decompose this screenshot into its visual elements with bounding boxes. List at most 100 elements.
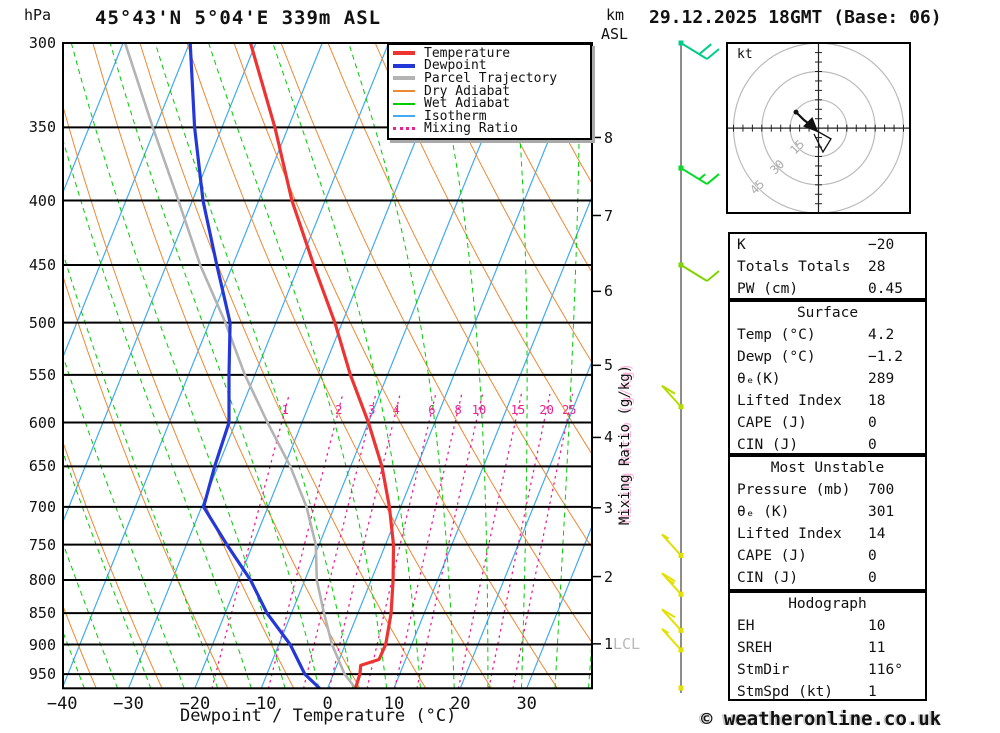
table-row: EH 10 — [730, 615, 925, 637]
dry-adiabat-line — [63, 274, 229, 689]
table-row-label: Lifted Index — [737, 393, 842, 409]
table-row-label: CAPE (J) — [737, 415, 807, 431]
km-tick-label: 6 — [604, 282, 614, 301]
table-row-value: 0 — [868, 415, 877, 431]
dry-adiabat-line — [139, 43, 427, 689]
dry-adiabat-line — [421, 43, 592, 364]
table-row-label: SREH — [737, 640, 772, 656]
km-tick-label: 8 — [604, 128, 614, 147]
legend-label: Dewpoint — [424, 58, 487, 74]
table-row-label: PW (cm) — [737, 281, 799, 297]
isotherm-line — [63, 43, 191, 359]
pressure-tick-label: 950 — [28, 665, 56, 684]
table-row-value: 1 — [868, 684, 877, 700]
isotherm-line — [63, 43, 323, 688]
legend-item: Mixing Ratio — [393, 121, 590, 136]
temperature-tick-label: −10 — [245, 694, 277, 714]
dry-adiabat-line — [468, 43, 592, 274]
hodograph-loop — [813, 130, 832, 154]
dry-adiabat-line — [374, 43, 592, 456]
table-row: StmDir 116° — [730, 659, 925, 681]
temperature-tick-label: −20 — [179, 694, 211, 714]
pressure-axis-unit: hPa — [24, 6, 52, 24]
km-tick-label: 3 — [604, 498, 614, 517]
table-row-value: −1.2 — [868, 349, 903, 365]
table-row: Temp (°C) 4.2 — [730, 324, 925, 346]
table-row: PW (cm) 0.45 — [730, 278, 925, 300]
pressure-tick-label: 900 — [28, 635, 56, 654]
legend-label: Dry Adiabat — [424, 83, 511, 99]
km-axis-ticks — [592, 136, 601, 645]
table-row-label: θₑ (K) — [737, 504, 790, 520]
legend-swatch-thick — [393, 76, 415, 81]
pressure-tick-label: 650 — [28, 457, 56, 476]
table-row-value: 0.45 — [868, 281, 903, 297]
legend-item: Isotherm — [393, 109, 590, 124]
pressure-tick-label: 300 — [28, 34, 56, 52]
copyright-watermark: © weatheronline.co.uk — [701, 708, 942, 730]
wind-barb — [661, 533, 684, 559]
wind-barb — [661, 608, 684, 633]
legend-swatch-thick — [393, 51, 415, 56]
table-row-label: Pressure (mb) — [737, 482, 851, 498]
pressure-tick-label: 450 — [28, 256, 56, 274]
table-row-label: θₑ(K) — [737, 371, 781, 387]
dry-adiabat-line — [63, 440, 163, 689]
temperature-tick-label: −40 — [46, 694, 78, 714]
table-row-label: Totals Totals — [737, 259, 851, 275]
pressure-tick-label: 600 — [28, 413, 56, 432]
table-row-value: 0 — [868, 548, 877, 564]
dry-adiabat-line — [186, 43, 492, 689]
table-row-label: K — [737, 237, 746, 253]
altitude-axis-unit-km: km — [606, 6, 625, 24]
wet-adiabat-line — [63, 138, 252, 689]
table-row: Dewp (°C) −1.2 — [730, 346, 925, 368]
pressure-tick-label: 850 — [28, 604, 56, 623]
table-row: CAPE (J) 0 — [730, 412, 925, 434]
dewpoint-curve — [188, 43, 321, 689]
table-row-value: 28 — [868, 259, 886, 275]
isotherm-line — [63, 43, 124, 194]
chart-legend: Temperature Dewpoint Parcel Trajectory Dry … — [387, 43, 592, 140]
dry-adiabat-line — [280, 43, 592, 644]
indices-table: Surface Temp (°C) 4.2 Dewp (°C) −1.2 θₑ(K) 289… — [728, 300, 927, 455]
pressure-tick-label: 500 — [28, 313, 56, 332]
table-row: Totals Totals 28 — [730, 256, 925, 278]
indices-table: Hodograph EH 10 SREH 11 StmDir 116° StmSpd (kt)… — [728, 591, 927, 701]
table-row-value: 0 — [868, 570, 877, 586]
dry-adiabat-line — [63, 104, 295, 689]
temperature-tick-label: 10 — [383, 694, 405, 714]
dry-adiabat-line — [327, 43, 592, 549]
table-row: CAPE (J) 0 — [730, 545, 925, 567]
wet-adiabat-line — [348, 43, 455, 689]
parcel-trajectory-curve — [123, 43, 357, 689]
wind-barb — [678, 685, 684, 691]
table-row: SREH 11 — [730, 637, 925, 659]
table-row-value: 301 — [868, 504, 895, 520]
table-row-value: 4.2 — [868, 327, 895, 343]
mixing-ratio-line — [457, 393, 522, 689]
wind-barb-column — [661, 40, 720, 693]
hodograph-unit-label: kt — [737, 47, 753, 62]
legend-item: Parcel Trajectory — [393, 71, 590, 86]
wind-barb — [661, 572, 684, 597]
dry-adiabat-line — [0, 43, 30, 688]
pressure-tick-label: 700 — [28, 497, 56, 516]
station-title: 45°43'N 5°04'E 339m ASL — [95, 7, 382, 29]
table-title: Most Unstable — [770, 460, 885, 476]
table-row: CIN (J) 0 — [730, 567, 925, 589]
lcl-marker-label: LCL — [613, 634, 641, 653]
indices-table: Most Unstable Pressure (mb) 700 θₑ (K) 301 Li… — [728, 455, 927, 591]
hodograph-frame — [726, 42, 911, 214]
mixing-ratio-line — [512, 393, 574, 689]
table-title: Hodograph — [788, 596, 867, 612]
table-row: θₑ(K) 289 — [730, 368, 925, 390]
table-row-label: Lifted Index — [737, 526, 842, 542]
temperature-curve — [248, 43, 396, 689]
wet-adiabat-line — [0, 43, 51, 688]
legend-swatch-dots — [393, 127, 415, 131]
table-row-value: 116° — [868, 662, 903, 678]
pressure-tick-label: 400 — [28, 191, 56, 210]
temperature-tick-label: 30 — [516, 694, 537, 714]
wet-adiabat-line — [109, 43, 320, 689]
